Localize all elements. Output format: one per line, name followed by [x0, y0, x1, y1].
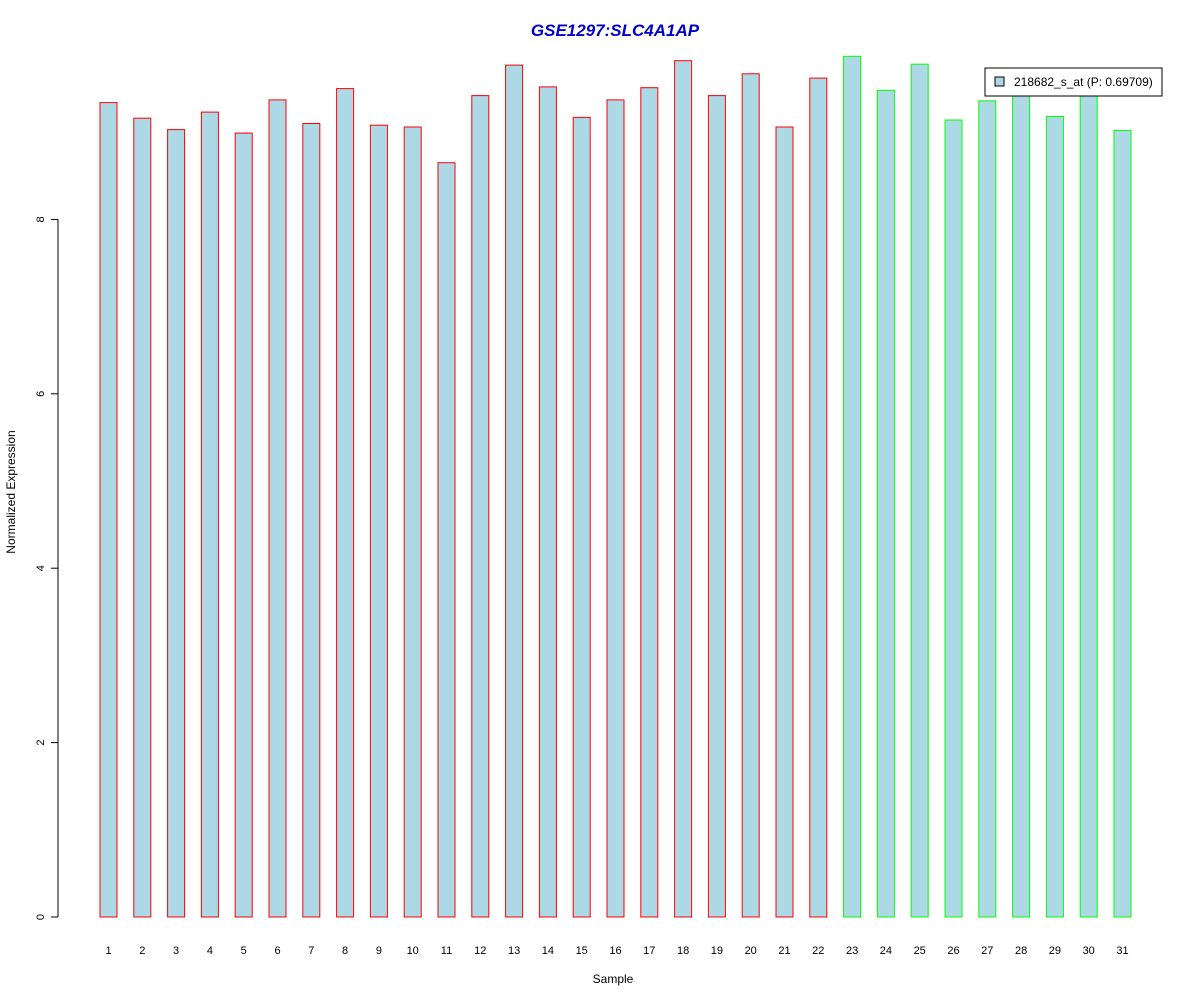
y-tick-label: 6 [35, 391, 47, 397]
x-tick-label: 30 [1083, 945, 1095, 957]
x-tick-labels: 1 2 3 4 5 6 7 8 9 10 11 12 13 14 15 16 17 18 19 20 21 22 23 24 2… [105, 945, 1128, 957]
x-tick-label: 6 [274, 945, 280, 957]
bar-sample-17 [640, 87, 659, 918]
x-tick-label: 7 [308, 945, 314, 957]
bar-sample-30 [1079, 94, 1098, 918]
x-tick-label: 28 [1015, 945, 1027, 957]
x-tick-label: 14 [542, 945, 554, 957]
x-tick-label: 20 [745, 945, 757, 957]
x-tick-label: 9 [376, 945, 382, 957]
bar-sample-7 [302, 123, 321, 918]
bar-sample-31 [1113, 130, 1132, 918]
bar-sample-23 [843, 55, 862, 918]
bar-sample-14 [538, 86, 557, 918]
x-tick-label: 10 [407, 945, 419, 957]
bar-sample-25 [910, 63, 929, 918]
bar-sample-27 [978, 100, 997, 918]
bar-sample-28 [1012, 90, 1031, 918]
bars [99, 55, 1132, 918]
bar-sample-3 [167, 129, 186, 918]
bar-sample-12 [471, 95, 490, 918]
bar-sample-21 [775, 126, 794, 918]
bar-sample-19 [707, 95, 726, 918]
x-tick-label: 5 [241, 945, 247, 957]
x-tick-label: 25 [914, 945, 926, 957]
x-tick-label: 8 [342, 945, 348, 957]
x-tick-label: 16 [609, 945, 621, 957]
x-tick-label: 24 [880, 945, 892, 957]
bar-sample-26 [944, 119, 963, 918]
bar-sample-15 [572, 116, 591, 918]
y-tick-label: 2 [35, 740, 47, 746]
bar-sample-16 [606, 99, 625, 918]
legend-label: 218682_s_at (P: 0.69709) [1014, 75, 1153, 89]
bar-sample-9 [369, 124, 388, 918]
y-axis-label: Normalized Expression [4, 430, 18, 553]
bar-sample-2 [133, 117, 152, 918]
x-tick-label: 31 [1116, 945, 1128, 957]
bar-sample-18 [674, 60, 693, 918]
x-tick-label: 29 [1049, 945, 1061, 957]
x-tick-label: 26 [947, 945, 959, 957]
x-tick-label: 3 [173, 945, 179, 957]
bar-sample-20 [741, 73, 760, 918]
y-tick-label: 4 [35, 565, 47, 571]
bar-sample-5 [234, 132, 253, 918]
x-tick-label: 12 [474, 945, 486, 957]
bar-sample-4 [200, 111, 219, 918]
legend-box [984, 67, 1163, 97]
x-tick-label: 2 [139, 945, 145, 957]
legend-swatch [994, 76, 1005, 87]
y-tick-label: 0 [35, 914, 47, 920]
bar-sample-11 [437, 162, 456, 918]
x-tick-label: 18 [677, 945, 689, 957]
x-tick-label: 22 [812, 945, 824, 957]
chart-title: GSE1297:SLC4A1AP [531, 21, 700, 40]
x-tick-label: 19 [711, 945, 723, 957]
bar-sample-10 [403, 126, 422, 918]
x-tick-label: 15 [576, 945, 588, 957]
x-tick-label: 13 [508, 945, 520, 957]
bar-sample-8 [336, 88, 355, 918]
y-axis: 0 2 4 6 8 [35, 216, 59, 920]
bar-sample-22 [809, 77, 828, 918]
x-tick-label: 17 [643, 945, 655, 957]
x-tick-label: 1 [105, 945, 111, 957]
bar-sample-13 [505, 64, 524, 918]
x-tick-label: 4 [207, 945, 213, 957]
bar-sample-6 [268, 99, 287, 918]
bar-sample-1 [99, 102, 118, 918]
bar-sample-24 [876, 89, 895, 918]
bar-sample-29 [1045, 116, 1064, 918]
legend: 218682_s_at (P: 0.69709) [984, 67, 1163, 97]
y-tick-label: 8 [35, 216, 47, 222]
x-tick-label: 21 [778, 945, 790, 957]
x-tick-label: 11 [441, 945, 452, 957]
x-tick-label: 23 [846, 945, 858, 957]
x-tick-label: 27 [981, 945, 993, 957]
x-axis-label: Sample [593, 972, 634, 986]
